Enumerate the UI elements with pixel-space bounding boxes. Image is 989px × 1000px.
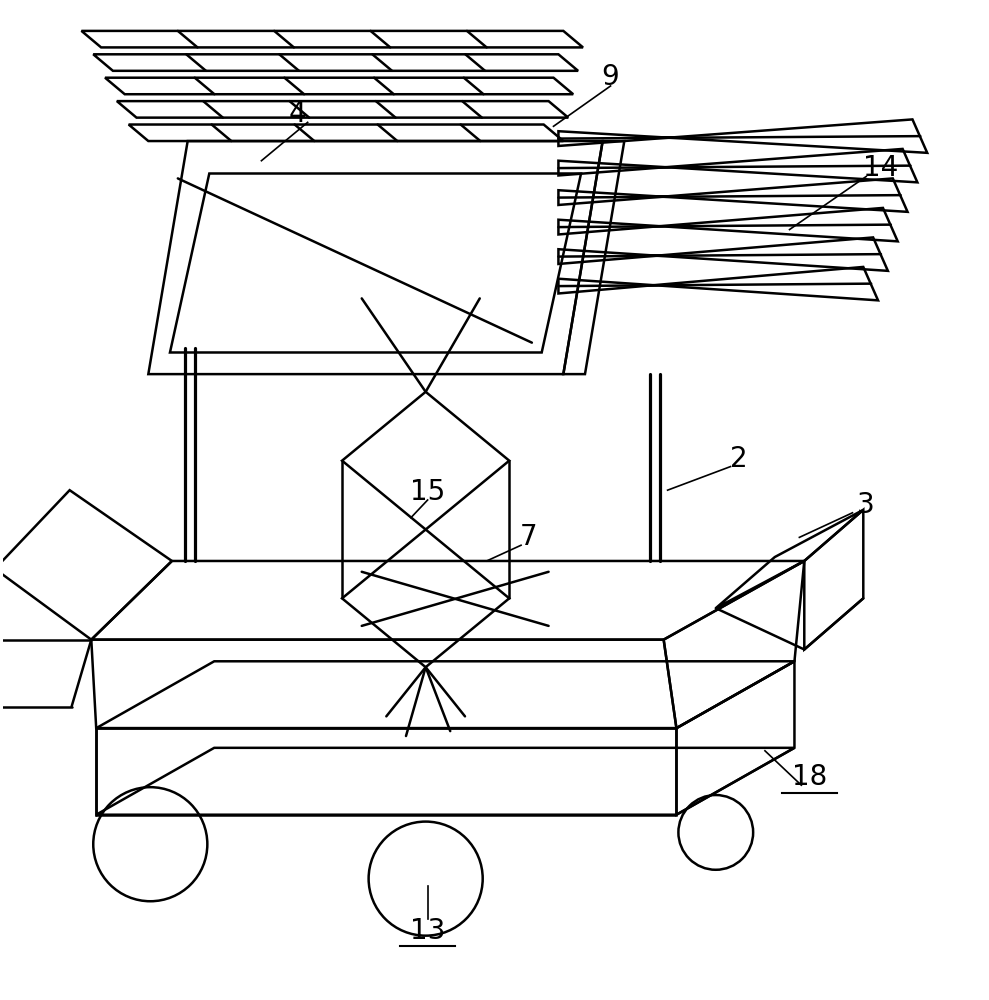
Text: 13: 13 [409,917,445,945]
Text: 18: 18 [791,763,827,791]
Text: 4: 4 [289,100,307,128]
Text: 14: 14 [863,154,899,182]
Text: 3: 3 [857,491,875,519]
Text: 15: 15 [410,478,445,506]
Text: 7: 7 [520,523,538,551]
Text: 9: 9 [601,63,619,91]
Text: 2: 2 [730,445,748,473]
